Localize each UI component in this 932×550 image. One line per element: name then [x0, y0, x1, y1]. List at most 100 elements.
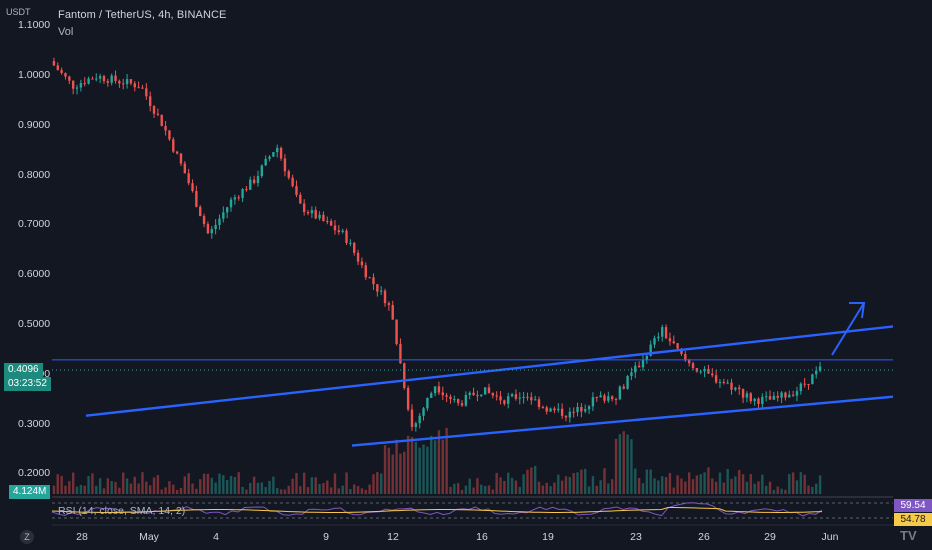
- rsi-indicator-label[interactable]: RSI (14, close, SMA, 14, 2): [58, 505, 186, 517]
- candle-body: [491, 392, 495, 396]
- volume-bar: [430, 435, 433, 494]
- volume-bar: [680, 478, 683, 494]
- volume-bar: [803, 474, 806, 494]
- volume-bar: [480, 484, 483, 494]
- volume-bar: [341, 485, 344, 494]
- candle-body: [95, 78, 98, 80]
- candle-body: [410, 409, 414, 427]
- volume-bar: [164, 487, 167, 494]
- tradingview-logo[interactable]: TV: [900, 528, 917, 543]
- candle-body: [256, 176, 260, 184]
- volume-bar: [599, 480, 602, 494]
- volume-bar: [272, 476, 275, 494]
- volume-label: Vol: [58, 26, 74, 38]
- volume-bar: [672, 487, 675, 494]
- volume-bar: [87, 476, 90, 494]
- y-tick-label: 1.0000: [18, 69, 51, 81]
- candle-body: [302, 203, 306, 213]
- candle-body: [780, 392, 783, 398]
- volume-bar: [129, 483, 133, 494]
- volume-bar: [356, 486, 360, 494]
- volume-bar: [618, 434, 622, 494]
- candle-body: [757, 398, 760, 405]
- volume-bar: [329, 487, 333, 494]
- volume-bar: [768, 481, 772, 494]
- volume-bar: [156, 475, 160, 494]
- candle-body: [541, 406, 545, 408]
- volume-bar: [122, 472, 125, 494]
- volume-bar: [98, 478, 102, 494]
- volume-bar: [641, 483, 645, 494]
- volume-bar: [772, 489, 776, 494]
- candle-body: [514, 394, 518, 399]
- volume-bar: [279, 489, 283, 494]
- volume-bar: [707, 467, 710, 494]
- volume-bar: [245, 489, 248, 494]
- x-tick-label: May: [139, 531, 159, 543]
- candle-body: [356, 252, 360, 262]
- volume-bar: [576, 472, 579, 494]
- candle-body: [183, 163, 187, 174]
- breakout-arrow[interactable]: [831, 302, 865, 356]
- candle-body: [122, 83, 125, 85]
- x-tick-label: Jun: [821, 531, 839, 543]
- candle-body: [468, 392, 471, 396]
- candle-body: [422, 408, 425, 416]
- volume-bar: [141, 472, 144, 494]
- volume-bar: [187, 473, 190, 494]
- candle-body: [687, 360, 691, 364]
- volume-bar: [591, 476, 595, 494]
- volume-bar: [437, 430, 441, 494]
- volume-bar: [626, 434, 629, 494]
- candle-body: [206, 223, 210, 234]
- candle-body: [372, 277, 375, 285]
- candle-body: [795, 391, 799, 396]
- candle-body: [306, 212, 310, 214]
- volume-bar: [695, 475, 699, 494]
- volume-bar: [449, 486, 452, 494]
- candle-body: [337, 230, 341, 233]
- volume-bar: [353, 484, 356, 494]
- candle-body: [245, 189, 248, 191]
- volume-bar: [152, 477, 156, 494]
- candle-body: [799, 383, 803, 392]
- candle-body: [341, 230, 344, 233]
- candle-body: [187, 173, 190, 184]
- candle-body: [137, 87, 140, 89]
- volume-bar: [595, 485, 598, 494]
- volume-bar: [110, 481, 113, 494]
- volume-bar: [503, 480, 506, 494]
- x-tick-label: 23: [630, 531, 642, 543]
- candle-body: [71, 80, 75, 89]
- channel-lower-line[interactable]: [351, 395, 894, 447]
- candle-body: [241, 189, 244, 198]
- candle-body: [645, 355, 649, 360]
- candle-body: [811, 374, 814, 385]
- timezone-icon[interactable]: Z: [20, 530, 34, 544]
- candle-body: [172, 139, 175, 152]
- volume-bar: [345, 472, 348, 494]
- candle-body: [614, 399, 618, 401]
- volume-bar: [125, 478, 129, 494]
- candle-body: [661, 327, 664, 337]
- volume-bar: [557, 474, 560, 494]
- volume-bar: [114, 482, 117, 494]
- candle-body: [233, 197, 237, 200]
- volume-bar: [510, 477, 514, 494]
- y-tick-label: 0.6000: [18, 268, 51, 281]
- candle-body: [788, 394, 791, 398]
- volume-bar: [526, 469, 529, 494]
- volume-bar: [441, 439, 444, 494]
- candle-body: [64, 72, 67, 77]
- channel-upper-line[interactable]: [85, 325, 894, 417]
- volume-bar: [676, 475, 679, 494]
- volume-bar: [333, 473, 337, 494]
- candle-body: [637, 365, 641, 368]
- volume-bar: [514, 480, 518, 494]
- candle-body: [738, 387, 741, 390]
- volume-bar: [95, 485, 98, 494]
- volume-bar: [487, 485, 491, 494]
- volume-bar: [225, 480, 229, 494]
- candle-body: [387, 303, 391, 306]
